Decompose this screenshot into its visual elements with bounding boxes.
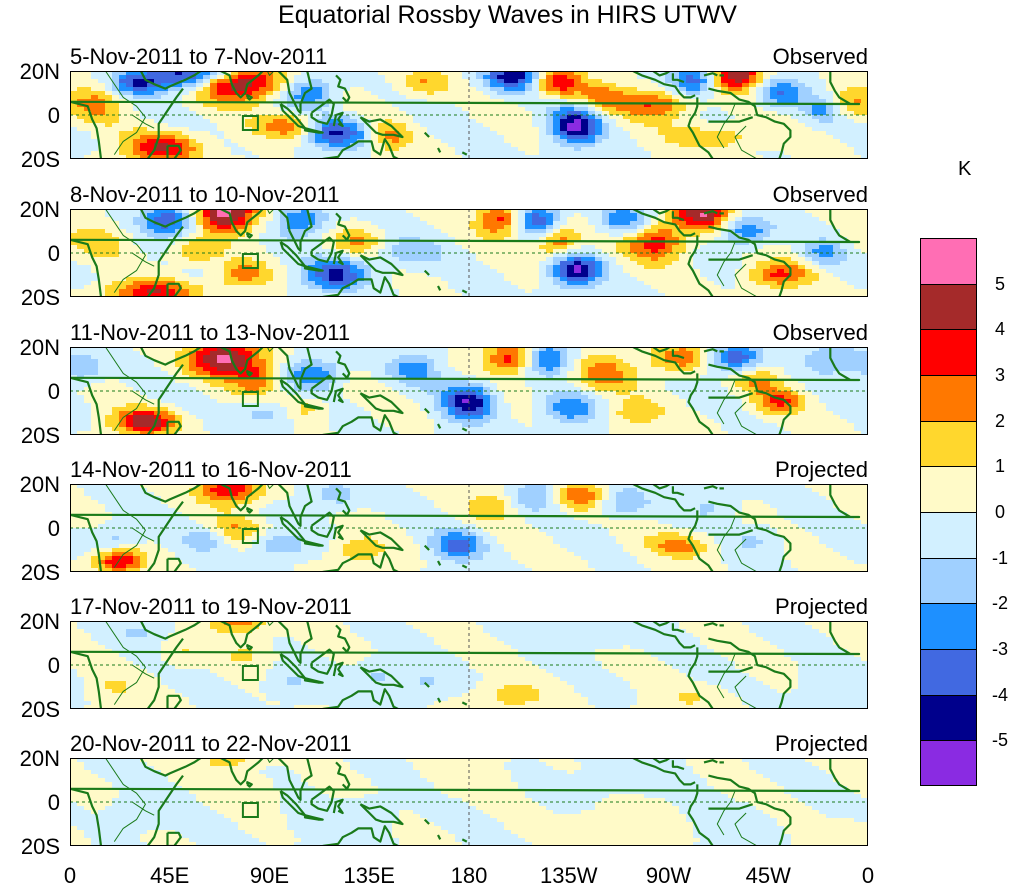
panel-date-range: 20-Nov-2011 to 22-Nov-2011: [70, 731, 352, 756]
panel-date-range: 17-Nov-2011 to 19-Nov-2011: [70, 594, 352, 619]
lat-label: 20S: [20, 285, 60, 310]
lat-label: 0: [47, 790, 60, 815]
colorbar-swatch: [920, 375, 977, 421]
lat-label: 0: [47, 103, 60, 128]
colorbar-swatch: [920, 238, 977, 284]
colorbar-label: 2: [994, 410, 1005, 431]
colorbar-label: 0: [994, 502, 1005, 522]
map-panel: [70, 209, 868, 297]
colorbar-label: -1: [991, 547, 1008, 568]
lat-label: 20S: [20, 560, 60, 585]
colorbar-swatch: [920, 557, 977, 604]
colorbar-label: 3: [994, 365, 1005, 385]
lat-label: 20S: [20, 147, 60, 172]
colorbar-label: -5: [991, 730, 1008, 751]
lon-label: 135E: [343, 863, 395, 888]
panel-status: Projected: [775, 731, 868, 756]
lon-label: 45E: [150, 863, 190, 888]
panel-status: Observed: [772, 320, 868, 345]
colorbar-swatch: [920, 420, 977, 467]
lon-label: 0: [861, 863, 875, 888]
colorbar-unit: K: [958, 158, 972, 180]
lat-label: 0: [47, 379, 60, 404]
lon-label: 135W: [540, 863, 598, 888]
colorbar-swatch: [920, 694, 977, 741]
colorbar-swatch: [920, 283, 977, 330]
panel-status: Observed: [772, 44, 868, 69]
colorbar-label: 5: [994, 273, 1005, 294]
lon-label: 180: [450, 863, 488, 888]
lat-label: 20N: [19, 197, 60, 222]
lon-label: 90E: [249, 863, 290, 888]
lat-label: 20N: [19, 335, 60, 360]
lat-label: 0: [47, 516, 60, 541]
map-panel: [70, 758, 868, 846]
contour-field: [70, 71, 868, 159]
colorbar-swatch: [920, 466, 977, 512]
panel-date-range: 5-Nov-2011 to 7-Nov-2011: [70, 44, 328, 69]
lon-label: 90W: [645, 863, 692, 888]
panel-date-range: 8-Nov-2011 to 10-Nov-2011: [70, 182, 340, 207]
map-panel: [70, 71, 868, 159]
lat-label: 0: [47, 653, 60, 678]
colorbar-label: 4: [994, 319, 1005, 340]
contour-field: [70, 758, 868, 846]
contour-field: [70, 209, 868, 297]
contour-field: [70, 347, 868, 435]
map-panel: [70, 621, 868, 709]
panel-date-range: 11-Nov-2011 to 13-Nov-2011: [70, 320, 351, 345]
colorbar-swatch: [920, 740, 977, 786]
lon-label: 45W: [745, 863, 791, 888]
panel-status: Projected: [775, 457, 868, 482]
figure-title: Equatorial Rossby Waves in HIRS UTWV: [278, 1, 737, 29]
map-panel: [70, 347, 868, 435]
lat-label: 20N: [19, 746, 60, 771]
contour-field: [70, 484, 868, 572]
lat-label: 20S: [20, 423, 60, 448]
colorbar-swatch: [920, 512, 977, 558]
colorbar-label: -3: [991, 639, 1008, 659]
colorbar: [920, 238, 977, 786]
panel-date-range: 14-Nov-2011 to 16-Nov-2011: [70, 457, 352, 482]
colorbar-swatch: [920, 603, 977, 649]
map-panel: [70, 484, 868, 572]
lat-label: 20N: [19, 472, 60, 497]
lat-label: 0: [47, 241, 60, 266]
lat-label: 20S: [20, 834, 60, 859]
panel-status: Observed: [772, 182, 868, 207]
lat-label: 20S: [20, 697, 60, 722]
lat-label: 20N: [19, 59, 60, 84]
contour-field: [70, 621, 868, 709]
colorbar-swatch: [920, 649, 977, 695]
colorbar-label: 1: [994, 456, 1005, 477]
lat-label: 20N: [19, 609, 60, 634]
colorbar-label: -2: [991, 593, 1008, 614]
lon-label: 0: [63, 863, 77, 888]
colorbar-label: -4: [991, 684, 1008, 705]
panel-status: Projected: [775, 594, 868, 619]
colorbar-swatch: [920, 329, 977, 375]
